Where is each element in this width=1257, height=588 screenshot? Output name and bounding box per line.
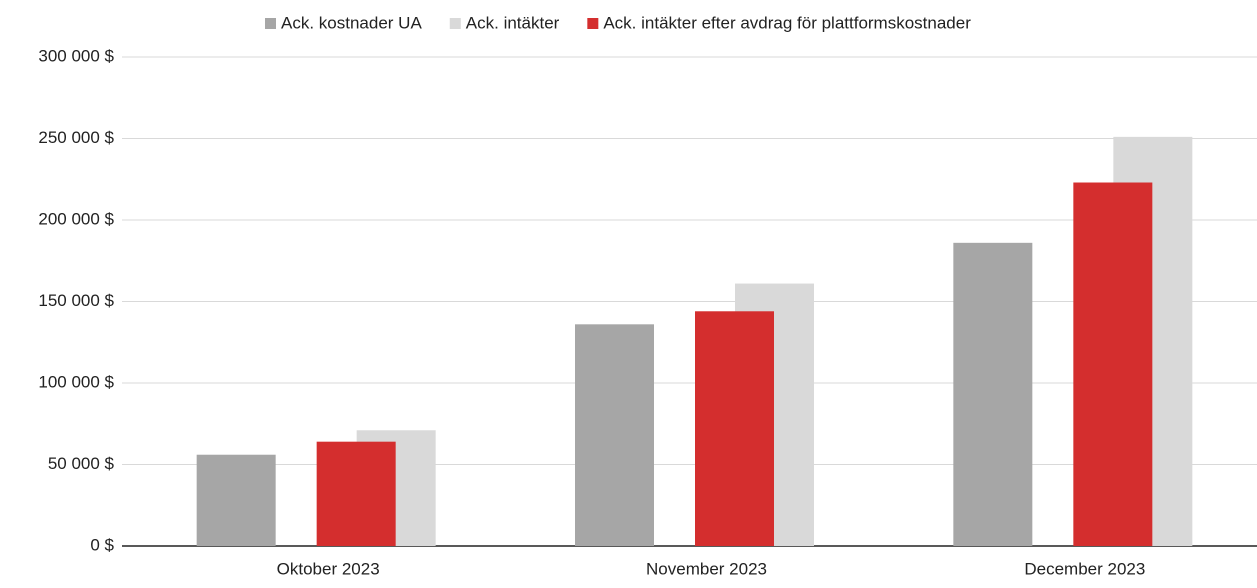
bar — [575, 324, 654, 546]
y-tick-label: 150 000 $ — [38, 291, 114, 310]
legend-swatch — [449, 18, 461, 29]
legend-label: Ack. intäkter — [466, 13, 560, 32]
x-tick-label: December 2023 — [1024, 559, 1145, 578]
legend-swatch — [265, 18, 276, 29]
y-tick-label: 300 000 $ — [38, 46, 114, 65]
y-tick-label: 50 000 $ — [48, 454, 115, 473]
legend-label: Ack. intäkter efter avdrag för plattform… — [603, 13, 971, 32]
y-tick-label: 200 000 $ — [38, 209, 114, 228]
y-tick-label: 0 $ — [90, 535, 114, 554]
x-tick-label: November 2023 — [646, 559, 767, 578]
bar — [196, 454, 276, 546]
bar — [695, 311, 774, 546]
legend-label: Ack. kostnader UA — [281, 13, 422, 32]
bar — [953, 242, 1033, 546]
y-tick-label: 100 000 $ — [38, 372, 114, 391]
legend-swatch — [587, 18, 599, 29]
bar — [1073, 182, 1153, 546]
y-tick-label: 250 000 $ — [38, 128, 114, 147]
x-tick-label: Oktober 2023 — [277, 559, 380, 578]
bar — [316, 441, 396, 546]
